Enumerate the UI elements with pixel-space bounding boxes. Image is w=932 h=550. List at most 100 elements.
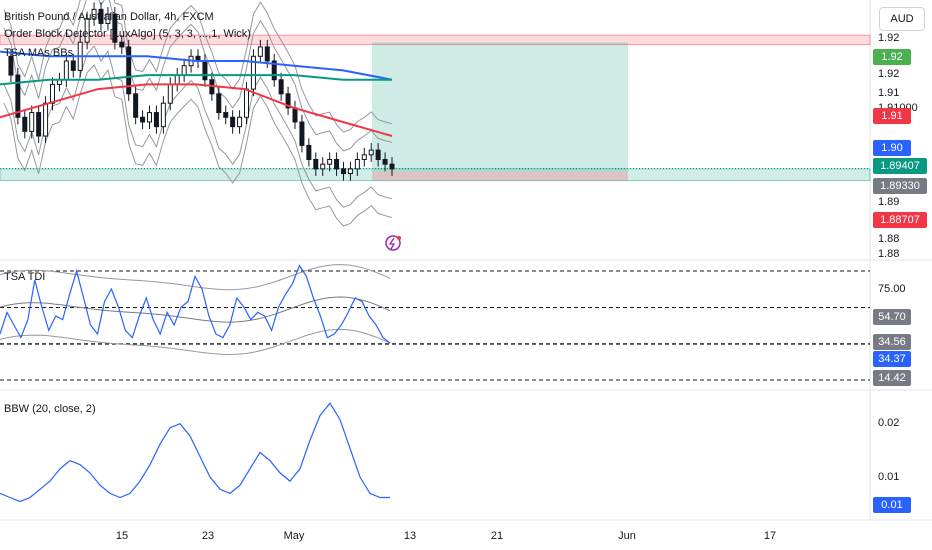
- candle-body: [174, 74, 180, 85]
- candle-body: [354, 158, 360, 170]
- price-badge-red-ma: 1.91: [873, 108, 911, 124]
- tdi-band: [0, 296, 391, 323]
- alert-icon: [385, 235, 401, 251]
- bbw-title[interactable]: BBW (20, close, 2): [4, 403, 96, 415]
- price-badge-blue-ma: 1.90: [873, 140, 911, 156]
- candle-body: [375, 149, 381, 160]
- bbw-badge-current: 0.01: [873, 497, 911, 513]
- price-label: 1.92: [878, 68, 900, 80]
- candle-body: [230, 116, 236, 128]
- candle-body: [147, 112, 152, 123]
- candle-body: [133, 93, 139, 118]
- candle-body: [244, 88, 249, 118]
- bbw-line: [0, 402, 390, 503]
- candle-body: [98, 8, 104, 24]
- currency-selector[interactable]: AUD: [879, 7, 925, 31]
- candle-body: [299, 121, 305, 146]
- candle-body: [50, 83, 55, 104]
- candle-body: [43, 102, 49, 137]
- candle-body: [112, 13, 118, 43]
- position-stop-zone: [372, 171, 628, 181]
- candle-body: [327, 158, 333, 165]
- price-label: 1.88: [878, 248, 900, 260]
- moving-average-line: [0, 74, 392, 86]
- candle-body: [105, 13, 111, 24]
- candle-body: [140, 116, 146, 123]
- price-label: 1.91: [878, 87, 900, 99]
- candle-body: [22, 116, 28, 132]
- candle-body: [126, 46, 132, 95]
- position-target-zone: [372, 42, 628, 172]
- candle-body: [334, 158, 340, 170]
- order-block-indicator-label[interactable]: Order Block Detector [LuxAlgo] (5, 3, 3,…: [4, 28, 251, 40]
- candle-body: [382, 158, 388, 165]
- candle-body: [15, 74, 21, 118]
- bollinger-band: [3, 64, 393, 227]
- candle-body: [271, 60, 277, 81]
- tdi-badge-current: 34.37: [873, 351, 911, 367]
- candle-body: [341, 168, 346, 175]
- candle-body: [181, 65, 187, 76]
- candle-body: [153, 112, 159, 128]
- price-badge-entry: 1.89330: [873, 178, 927, 194]
- moving-average-line: [0, 50, 393, 81]
- bbw-level-label: 0.02: [878, 417, 900, 429]
- tdi-band: [0, 328, 391, 356]
- candle-body: [361, 154, 367, 160]
- price-label: 1.88: [878, 233, 900, 245]
- candle-body: [320, 163, 326, 170]
- price-badge-ob-top: 1.92: [873, 49, 911, 65]
- x-tick-label: Jun: [618, 530, 636, 542]
- candle-body: [84, 18, 90, 43]
- candle-body: [257, 46, 263, 57]
- tsa-mas-bbs-label[interactable]: TSA MAs BBs: [4, 47, 74, 59]
- candle-body: [216, 93, 222, 114]
- price-badge-stop: 1.88707: [873, 212, 927, 228]
- tdi-badge: 14.42: [873, 370, 911, 386]
- alert-icon-dot: [397, 236, 401, 240]
- candle-body: [160, 102, 166, 128]
- price-label: 1.92: [878, 32, 900, 44]
- candle-body: [237, 116, 243, 128]
- candle-body: [70, 60, 76, 71]
- bollinger-band: [3, 45, 393, 208]
- candle-body: [347, 168, 353, 175]
- chart-title: British Pound / Australian Dollar, 4h, F…: [4, 11, 214, 23]
- tdi-title[interactable]: TSA TDI: [4, 271, 46, 283]
- order-block-zone: [0, 34, 871, 46]
- bollinger-band: [3, 0, 393, 152]
- moving-average-line: [0, 83, 393, 137]
- tdi-badge: 34.56: [873, 334, 911, 350]
- candle-body: [202, 60, 208, 81]
- alert-icon-bolt: [388, 237, 396, 250]
- x-tick-label: 17: [763, 530, 777, 542]
- bbw-level-label: 0.01: [878, 471, 900, 483]
- candle-body: [8, 55, 14, 76]
- tdi-band: [0, 264, 391, 291]
- price-label: 1.89: [878, 196, 900, 208]
- x-tick-label: May: [283, 530, 305, 542]
- candle-body: [313, 158, 319, 170]
- tdi-line: [0, 264, 391, 344]
- x-tick-label: 21: [490, 530, 504, 542]
- candle-body: [292, 107, 298, 123]
- candle-body: [250, 55, 256, 90]
- candle-body: [36, 112, 42, 137]
- candle-body: [63, 60, 69, 81]
- x-tick-label: 13: [403, 530, 417, 542]
- price-badge-last: 1.89407: [873, 158, 927, 174]
- candle-body: [29, 112, 35, 132]
- candle-body: [368, 149, 374, 156]
- candle-body: [278, 79, 284, 95]
- candle-body: [119, 41, 125, 48]
- candle-body: [264, 46, 270, 62]
- x-tick-label: 23: [201, 530, 215, 542]
- bollinger-band: [3, 0, 393, 133]
- candle-body: [223, 112, 229, 118]
- candle-body: [389, 163, 395, 170]
- candle-body: [306, 144, 312, 160]
- x-tick-label: 15: [115, 530, 129, 542]
- candle-body: [91, 8, 97, 20]
- candle-body: [285, 93, 291, 109]
